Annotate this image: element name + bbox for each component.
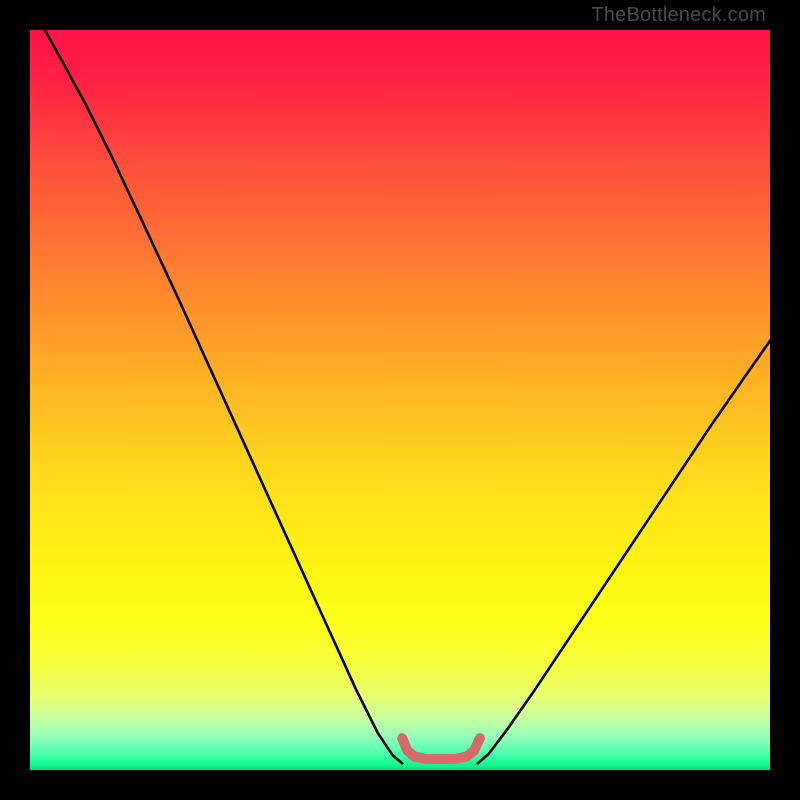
plot-area	[30, 30, 770, 770]
chart-frame: TheBottleneck.com	[0, 0, 800, 800]
gradient-background	[30, 30, 770, 770]
frame-border-right	[770, 0, 800, 800]
frame-border-left	[0, 0, 30, 800]
frame-border-bottom	[0, 770, 800, 800]
plot-svg	[30, 30, 770, 770]
watermark-text: TheBottleneck.com	[591, 4, 766, 27]
